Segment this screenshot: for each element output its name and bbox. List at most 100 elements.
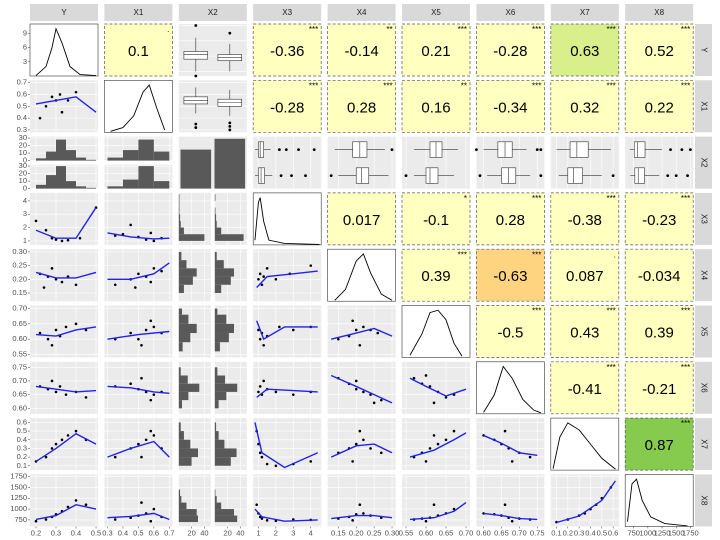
box xyxy=(425,167,439,184)
column-strip-label: X1 xyxy=(134,8,144,17)
smooth-line xyxy=(35,271,97,279)
smooth-line xyxy=(254,508,318,522)
outlier xyxy=(228,31,232,35)
density-line xyxy=(483,365,541,414)
x-tick-label: 1750 xyxy=(682,528,699,537)
x-tick-label: 0.5 xyxy=(133,528,143,537)
histogram-bar xyxy=(66,181,76,189)
histogram-bar xyxy=(178,502,187,510)
scatter-point xyxy=(54,278,58,281)
scatter-point xyxy=(379,398,383,402)
correlation-value: 0.52 xyxy=(645,43,674,60)
panel-background xyxy=(327,361,396,414)
histogram-bar xyxy=(178,227,184,235)
histogram-bar xyxy=(178,323,197,334)
scatter-point xyxy=(113,283,117,287)
x-tick-label: 0.5 xyxy=(597,528,607,537)
histogram-bar xyxy=(178,214,181,221)
scatter-point xyxy=(351,519,354,522)
significance-stars: *** xyxy=(681,419,690,428)
row-strip-label: Y xyxy=(699,47,708,53)
x-tick-label: 0.6 xyxy=(608,528,618,537)
outlier xyxy=(669,148,672,152)
significance-stars: *** xyxy=(532,307,541,316)
scatter-point xyxy=(528,455,532,459)
correlation-cell xyxy=(550,192,620,246)
outlier xyxy=(329,174,333,178)
x-tick-label: 0.60 xyxy=(476,528,491,537)
scatter-point xyxy=(262,275,265,278)
scatter-point xyxy=(129,223,132,227)
histogram-bar xyxy=(178,457,192,466)
smooth-line xyxy=(256,388,318,398)
correlation-value: 0.22 xyxy=(645,99,674,116)
scatter-point xyxy=(78,236,82,240)
y-tick-label: 0.30 xyxy=(12,247,27,256)
correlation-value: -0.23 xyxy=(642,212,676,229)
y-tick-label: 30 xyxy=(19,161,27,170)
correlation-cell xyxy=(476,248,545,302)
significance-stars: . xyxy=(614,250,616,259)
x-tick-label: 750 xyxy=(627,528,640,537)
x-tick-label: 40 xyxy=(236,528,244,537)
scatter-point xyxy=(262,343,265,347)
scatter-point xyxy=(503,429,507,433)
density-line xyxy=(552,422,616,470)
scatter-point xyxy=(292,518,295,521)
panel-background xyxy=(476,474,545,527)
scatter-point xyxy=(74,429,78,433)
scatter-point xyxy=(38,331,42,335)
column-strip-label: X3 xyxy=(282,8,292,17)
significance-stars: *** xyxy=(532,194,541,203)
histogram-bar xyxy=(214,391,227,401)
y-tick-label: 1000 xyxy=(10,504,27,513)
column-strip xyxy=(253,4,322,21)
scatter-point xyxy=(84,328,88,332)
significance-stars: *** xyxy=(681,81,690,90)
histogram-bar xyxy=(76,186,86,189)
significance-stars: *** xyxy=(606,307,615,316)
histogram-bar xyxy=(214,502,222,510)
x-tick-label: 0.7 xyxy=(164,528,174,537)
scatter-point xyxy=(260,455,264,459)
panel-background xyxy=(550,474,619,527)
outlier xyxy=(539,174,543,178)
x-tick-label: 1 xyxy=(256,528,260,537)
correlation-cell xyxy=(550,248,620,302)
significance-stars: *** xyxy=(606,81,615,90)
y-tick-label: 0.7 xyxy=(17,78,27,87)
scatter-point xyxy=(60,280,64,284)
outlier xyxy=(194,122,198,126)
y-tick-label: 750 xyxy=(14,515,27,524)
scatter-point xyxy=(265,519,269,522)
panel-background xyxy=(253,249,322,302)
correlation-cell xyxy=(401,248,471,302)
smooth-line xyxy=(35,432,97,463)
correlation-cell xyxy=(624,248,694,302)
scatter-point xyxy=(274,464,278,468)
scatter-point xyxy=(265,267,269,270)
scatter-point xyxy=(50,95,54,99)
y-tick-label: 0.65 xyxy=(12,319,27,328)
histogram-bar xyxy=(214,422,217,432)
x-tick-label: 0.4 xyxy=(118,528,128,537)
row-strip xyxy=(695,361,712,414)
outlier xyxy=(297,148,300,152)
outlier xyxy=(277,148,281,152)
correlation-value: 0.39 xyxy=(645,324,674,341)
histogram-bar xyxy=(214,496,217,503)
scatter-point xyxy=(66,275,70,278)
histogram-bar xyxy=(214,342,220,352)
y-tick-label: 1 xyxy=(23,236,27,245)
density-line xyxy=(110,84,166,132)
correlation-value: -0.14 xyxy=(344,43,378,60)
box xyxy=(569,141,589,158)
row-strip xyxy=(695,249,712,302)
y-tick-label: 3 xyxy=(23,209,27,218)
histogram-bar xyxy=(178,194,180,201)
panel-background xyxy=(253,361,322,414)
histogram-bar xyxy=(214,509,234,516)
histogram-bar xyxy=(214,333,229,343)
correlation-cell xyxy=(104,23,173,77)
row-strip xyxy=(695,136,712,189)
